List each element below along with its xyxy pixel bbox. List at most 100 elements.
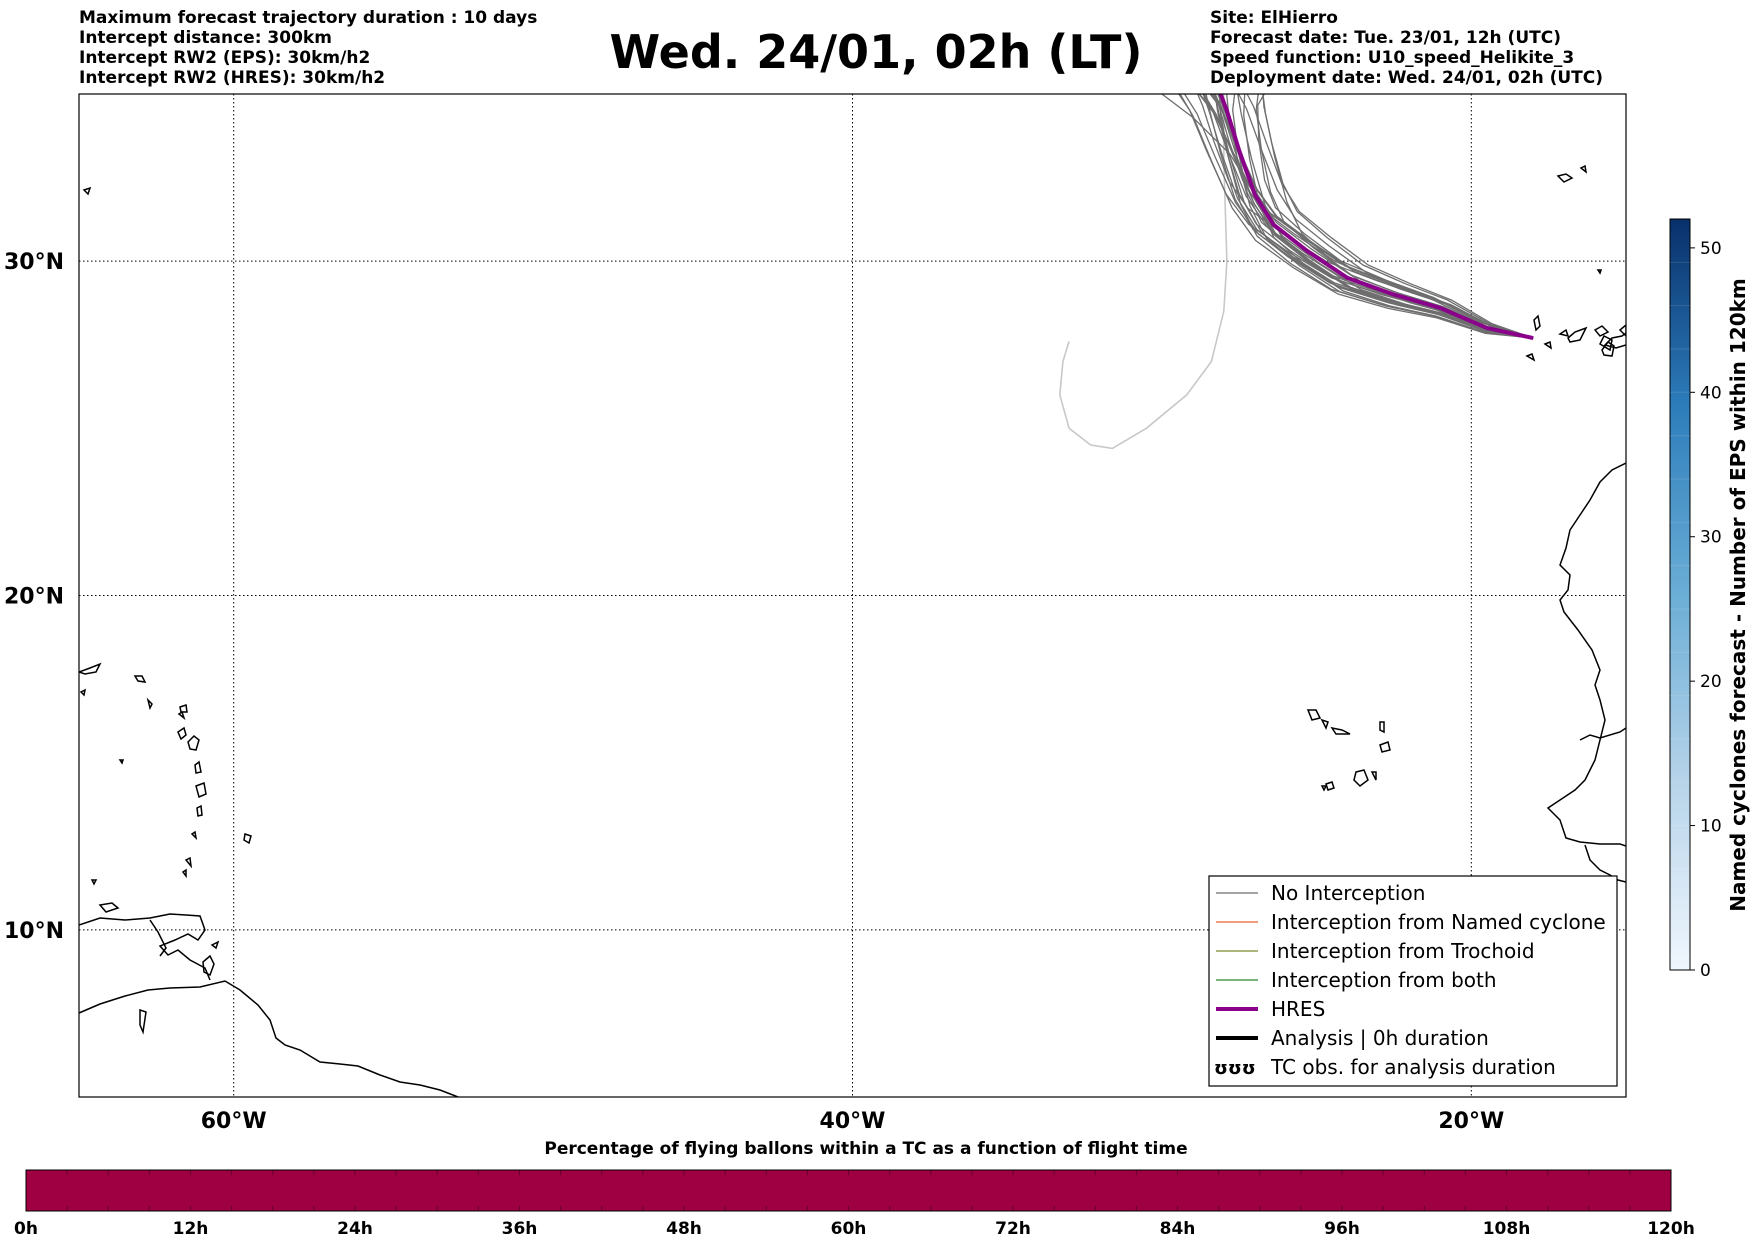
legend-label: Interception from Trochoid bbox=[1271, 939, 1535, 963]
header-info-right: Site: ElHierro Forecast date: Tue. 23/01… bbox=[1210, 8, 1603, 88]
island-curacao bbox=[98, 902, 120, 913]
header-info-left: Maximum forecast trajectory duration : 1… bbox=[79, 8, 537, 88]
island-small-5 bbox=[82, 186, 92, 196]
colorbar-right-tick-label: 20 bbox=[1700, 672, 1722, 692]
header-left-line: Maximum forecast trajectory duration : 1… bbox=[79, 8, 538, 28]
legend-label: Analysis | 0h duration bbox=[1271, 1026, 1489, 1050]
island-st-lucia bbox=[196, 804, 203, 817]
island-tenerife bbox=[1567, 326, 1588, 343]
trajectories bbox=[1058, 94, 1534, 450]
legend-item: No Interception bbox=[1216, 881, 1425, 905]
eps-trajectory-outlier bbox=[1058, 94, 1228, 450]
lon-tick-label: 60°W bbox=[201, 1109, 267, 1134]
island-gran-canaria bbox=[1599, 334, 1613, 352]
hres-trajectory bbox=[1218, 94, 1534, 341]
island-guadeloupe bbox=[187, 734, 200, 751]
island-fuerteventura bbox=[1558, 324, 1626, 338]
lon-tick-label: 20°W bbox=[1438, 1109, 1504, 1134]
coastline-africa bbox=[1546, 462, 1626, 847]
legend-box bbox=[1208, 875, 1618, 1087]
lat-tick-label: 20°N bbox=[4, 585, 64, 610]
eps-trajectory bbox=[1246, 94, 1534, 339]
legend-item: HRES bbox=[1216, 997, 1325, 1021]
header-right-line: Forecast date: Tue. 23/01, 12h (UTC) bbox=[1210, 28, 1561, 48]
legend-label: HRES bbox=[1271, 997, 1325, 1021]
island-small-6 bbox=[139, 1008, 147, 1035]
island-trinidad bbox=[202, 954, 215, 977]
island-cape-verde-boa-vista bbox=[1379, 741, 1391, 753]
colorbar-bottom-tick-label: 84h bbox=[1160, 1219, 1196, 1239]
header-right-line: Speed function: U10_speed_Helikite_3 bbox=[1210, 48, 1575, 68]
colorbar-right-gradient bbox=[1669, 218, 1691, 971]
colorbar-bottom-tick-label: 72h bbox=[995, 1219, 1031, 1239]
colorbar-right-tick-label: 10 bbox=[1700, 817, 1722, 837]
header-right-line: Deployment date: Wed. 24/01, 02h (UTC) bbox=[1210, 68, 1604, 88]
eps-trajectory bbox=[1179, 94, 1534, 339]
tc-obs-icon: ʊʊʊ bbox=[1214, 1058, 1256, 1079]
coastline-africa-south bbox=[1584, 844, 1626, 883]
island-canary-round bbox=[1601, 340, 1615, 357]
map-frame bbox=[78, 93, 1627, 1098]
legend-item: Analysis | 0h duration bbox=[1216, 1026, 1489, 1050]
island-tobago bbox=[210, 940, 220, 950]
legend-item: ʊʊʊ TC obs. for analysis duration bbox=[1214, 1055, 1556, 1079]
header-left-line: Intercept distance: 300km bbox=[79, 28, 332, 48]
legend-item: Interception from both bbox=[1216, 968, 1497, 992]
colorbar-right: 0 10 20 30 40 50 Named cyclones forecast - Nu… bbox=[1669, 218, 1750, 981]
colorbar-bottom-tick-label: 48h bbox=[666, 1219, 702, 1239]
island-cape-verde-sao-nicolau bbox=[1330, 726, 1351, 735]
island-selvagens bbox=[1596, 269, 1603, 275]
island-small-2 bbox=[118, 759, 125, 765]
eps-trajectory bbox=[1214, 94, 1534, 339]
island-small-1 bbox=[177, 710, 186, 721]
eps-trajectory bbox=[1161, 94, 1256, 195]
colorbar-bottom-tick-label: 36h bbox=[502, 1219, 538, 1239]
legend: No Interception Interception from Named c… bbox=[1208, 875, 1618, 1087]
island-cape-verde-fogo bbox=[1320, 781, 1335, 792]
coastline-venezuela bbox=[79, 913, 211, 981]
island-la-gomera bbox=[1543, 340, 1553, 350]
colorbar-bottom-title: Percentage of flying ballons within a TC… bbox=[544, 1139, 1187, 1159]
legend-item: Interception from Trochoid bbox=[1216, 939, 1535, 963]
island-lanzarote-big bbox=[1603, 332, 1626, 349]
island-antigua bbox=[179, 704, 188, 713]
island-martinique bbox=[195, 781, 207, 799]
colorbar-bottom-tick-label: 24h bbox=[337, 1219, 373, 1239]
page-title: Wed. 24/01, 02h (LT) bbox=[609, 25, 1143, 79]
colorbar-right-tick-label: 40 bbox=[1700, 383, 1722, 403]
island-small-3 bbox=[90, 879, 98, 886]
coastline-lake bbox=[149, 919, 167, 957]
colorbar-bottom-tick-label: 0h bbox=[14, 1219, 38, 1239]
colorbar-bottom-tick-label: 108h bbox=[1483, 1219, 1531, 1239]
legend-label: Interception from Named cyclone bbox=[1271, 910, 1606, 934]
island-el-hierro bbox=[1525, 353, 1536, 362]
colorbar-bottom: Percentage of flying ballons within a TC… bbox=[14, 1139, 1695, 1239]
lon-tick-label: 40°W bbox=[820, 1109, 886, 1134]
colorbar-right-label: Named cyclones forecast - Number of EPS … bbox=[1726, 278, 1750, 912]
header-left-line: Intercept RW2 (HRES): 30km/h2 bbox=[79, 68, 386, 88]
island-madeira bbox=[1556, 164, 1588, 183]
island-dominica bbox=[194, 760, 202, 774]
colorbar-bottom-bar bbox=[25, 1169, 1672, 1212]
colorbar-bottom-tick-label: 120h bbox=[1647, 1219, 1695, 1239]
coastline-africa-bulge bbox=[1579, 727, 1626, 741]
legend-label: Interception from both bbox=[1271, 968, 1497, 992]
island-puerto-rico-east bbox=[79, 662, 102, 675]
island-cape-verde-sal bbox=[1379, 721, 1385, 734]
island-cape-verde-santiago bbox=[1353, 769, 1369, 787]
colorbar-right-tick-label: 50 bbox=[1700, 239, 1722, 259]
eps-trajectory bbox=[1202, 94, 1534, 339]
island-cape-verde-santo-antao bbox=[1306, 709, 1322, 721]
colorbar-bottom-tick-label: 60h bbox=[831, 1219, 867, 1239]
longitude-ticks: 60°W 40°W 20°W bbox=[201, 1109, 1504, 1134]
island-la-palma bbox=[1533, 314, 1541, 332]
island-small-4 bbox=[79, 688, 87, 697]
island-barbados bbox=[243, 833, 252, 845]
colorbar-right-tick-label: 0 bbox=[1700, 961, 1711, 981]
island-cape-verde-maio bbox=[1370, 771, 1377, 781]
island-st-vincent bbox=[190, 830, 198, 841]
legend-label: TC obs. for analysis duration bbox=[1270, 1055, 1556, 1079]
eps-trajectory bbox=[1262, 94, 1534, 339]
lat-tick-label: 30°N bbox=[4, 250, 64, 275]
